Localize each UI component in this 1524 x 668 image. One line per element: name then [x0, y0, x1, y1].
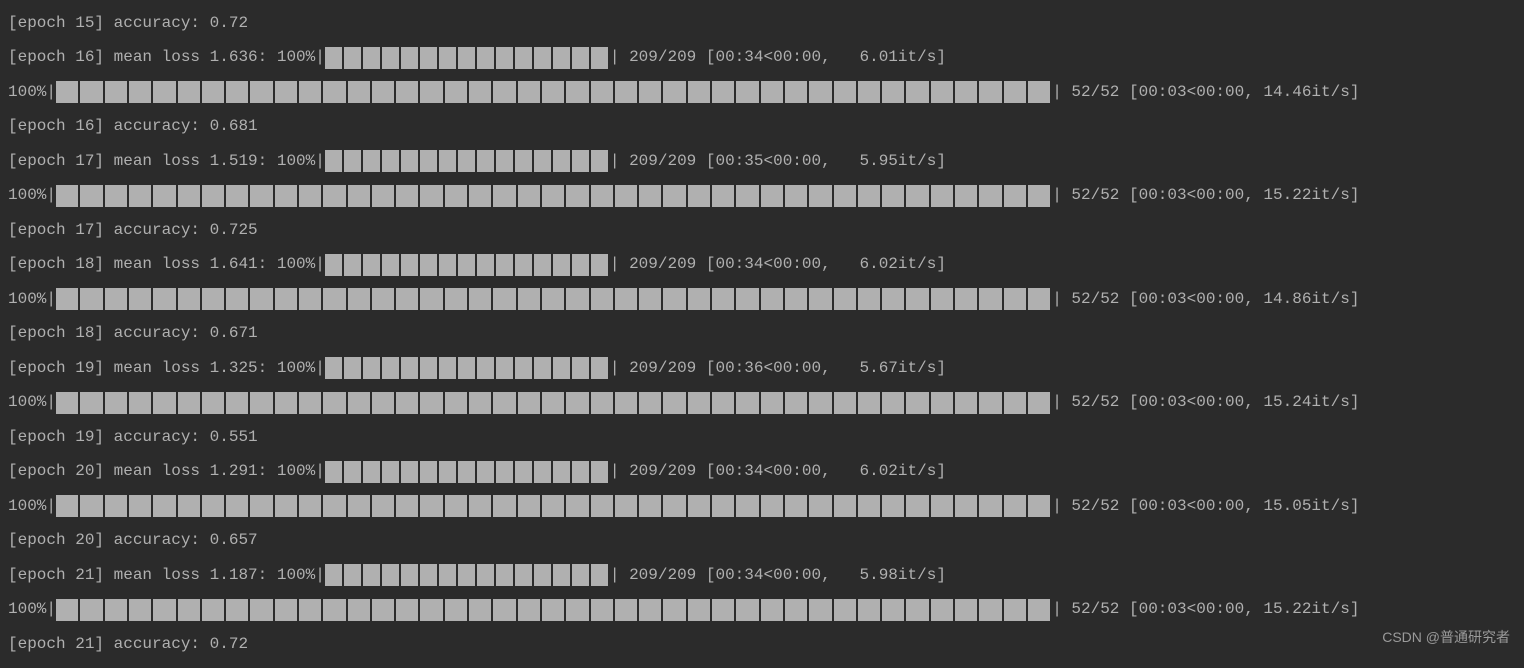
train-stats: | 209/209 [00:34<00:00, 6.01it/s]: [610, 48, 946, 67]
terminal-line: [epoch 16] mean loss 1.636: 100%| | 209/2…: [8, 41, 1516, 76]
terminal-line: 100%| | 52/52 [00:03<00:00, 14.46it/s]: [8, 75, 1516, 110]
eval-prefix: 100%|: [8, 290, 56, 309]
train-prefix: [epoch 17] mean loss 1.519: 100%|: [8, 152, 325, 171]
eval-stats: | 52/52 [00:03<00:00, 15.22it/s]: [1052, 186, 1359, 205]
eval-stats: | 52/52 [00:03<00:00, 15.05it/s]: [1052, 497, 1359, 516]
progress-bar: [325, 461, 610, 483]
accuracy-text: [epoch 20] accuracy: 0.657: [8, 531, 258, 550]
train-stats: | 209/209 [00:36<00:00, 5.67it/s]: [610, 359, 946, 378]
progress-bar: [56, 599, 1052, 621]
progress-bar: [56, 495, 1052, 517]
terminal-line: [epoch 19] accuracy: 0.551: [8, 420, 1516, 455]
progress-bar: [56, 81, 1052, 103]
progress-bar: [325, 254, 610, 276]
progress-bar: [325, 47, 610, 69]
eval-prefix: 100%|: [8, 600, 56, 619]
terminal-line: [epoch 18] mean loss 1.641: 100%| | 209/2…: [8, 248, 1516, 283]
progress-bar: [56, 288, 1052, 310]
accuracy-text: [epoch 21] accuracy: 0.72: [8, 635, 248, 654]
progress-bar: [325, 150, 610, 172]
terminal-line: [epoch 20] mean loss 1.291: 100%| | 209/2…: [8, 455, 1516, 490]
accuracy-text: [epoch 16] accuracy: 0.681: [8, 117, 258, 136]
train-prefix: [epoch 21] mean loss 1.187: 100%|: [8, 566, 325, 585]
train-prefix: [epoch 20] mean loss 1.291: 100%|: [8, 462, 325, 481]
terminal-line: [epoch 15] accuracy: 0.72: [8, 6, 1516, 41]
eval-stats: | 52/52 [00:03<00:00, 15.22it/s]: [1052, 600, 1359, 619]
terminal-line: [epoch 19] mean loss 1.325: 100%| | 209/2…: [8, 351, 1516, 386]
terminal-line: [epoch 17] accuracy: 0.725: [8, 213, 1516, 248]
train-stats: | 209/209 [00:34<00:00, 6.02it/s]: [610, 462, 946, 481]
terminal-line: 100%| | 52/52 [00:03<00:00, 14.86it/s]: [8, 282, 1516, 317]
train-stats: | 209/209 [00:35<00:00, 5.95it/s]: [610, 152, 946, 171]
terminal-line: 100%| | 52/52 [00:03<00:00, 15.22it/s]: [8, 179, 1516, 214]
terminal-line: 100%| | 52/52 [00:03<00:00, 15.05it/s]: [8, 489, 1516, 524]
watermark-text: CSDN @普通研究者: [1382, 627, 1510, 647]
eval-prefix: 100%|: [8, 393, 56, 412]
eval-stats: | 52/52 [00:03<00:00, 14.86it/s]: [1052, 290, 1359, 309]
progress-bar: [325, 357, 610, 379]
progress-bar: [56, 392, 1052, 414]
terminal-line: [epoch 20] accuracy: 0.657: [8, 524, 1516, 559]
eval-stats: | 52/52 [00:03<00:00, 14.46it/s]: [1052, 83, 1359, 102]
accuracy-text: [epoch 18] accuracy: 0.671: [8, 324, 258, 343]
terminal-line: 100%| | 52/52 [00:03<00:00, 15.24it/s]: [8, 386, 1516, 421]
train-prefix: [epoch 16] mean loss 1.636: 100%|: [8, 48, 325, 67]
terminal-line: 100%| | 52/52 [00:03<00:00, 15.22it/s]: [8, 593, 1516, 628]
terminal-line: [epoch 21] accuracy: 0.72: [8, 627, 1516, 662]
eval-prefix: 100%|: [8, 186, 56, 205]
train-stats: | 209/209 [00:34<00:00, 5.98it/s]: [610, 566, 946, 585]
progress-bar: [325, 564, 610, 586]
accuracy-text: [epoch 17] accuracy: 0.725: [8, 221, 258, 240]
terminal-line: [epoch 18] accuracy: 0.671: [8, 317, 1516, 352]
terminal-line: [epoch 21] mean loss 1.187: 100%| | 209/2…: [8, 558, 1516, 593]
eval-prefix: 100%|: [8, 497, 56, 516]
terminal-line: [epoch 17] mean loss 1.519: 100%| | 209/2…: [8, 144, 1516, 179]
eval-stats: | 52/52 [00:03<00:00, 15.24it/s]: [1052, 393, 1359, 412]
terminal-line: [epoch 16] accuracy: 0.681: [8, 110, 1516, 145]
terminal-output: [epoch 15] accuracy: 0.72 [epoch 16] mean…: [0, 0, 1524, 668]
accuracy-text: [epoch 19] accuracy: 0.551: [8, 428, 258, 447]
progress-bar: [56, 185, 1052, 207]
train-prefix: [epoch 19] mean loss 1.325: 100%|: [8, 359, 325, 378]
accuracy-text: [epoch 15] accuracy: 0.72: [8, 14, 248, 33]
eval-prefix: 100%|: [8, 83, 56, 102]
train-stats: | 209/209 [00:34<00:00, 6.02it/s]: [610, 255, 946, 274]
train-prefix: [epoch 18] mean loss 1.641: 100%|: [8, 255, 325, 274]
